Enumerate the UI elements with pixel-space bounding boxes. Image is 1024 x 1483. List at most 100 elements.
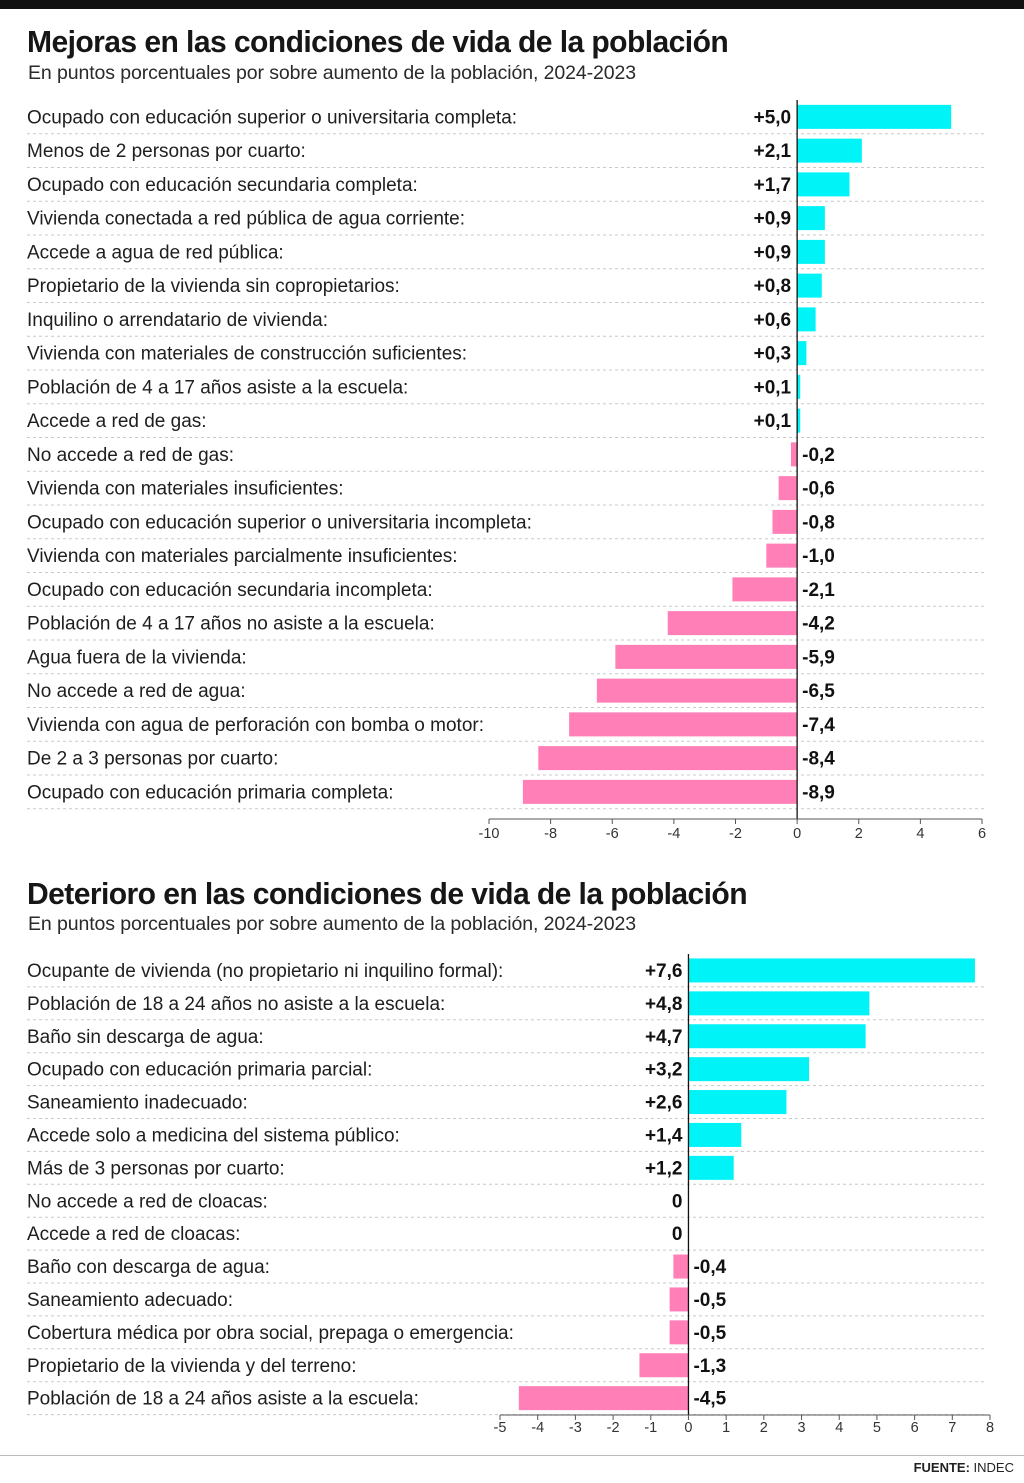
value-label: -6,5: [802, 681, 835, 702]
x-tick-label: 7: [948, 1420, 956, 1436]
x-tick-label: -5: [494, 1420, 507, 1436]
value-label: +5,0: [754, 107, 792, 128]
value-label: +3,2: [645, 1060, 683, 1081]
chart-1-title: Mejoras en las condiciones de vida de la…: [27, 24, 729, 59]
value-label: +4,8: [645, 994, 683, 1015]
category-label: Ocupante de vivienda (no propietario ni …: [27, 961, 503, 982]
category-label: Inquilino o arrendatario de vivienda:: [27, 310, 328, 331]
x-tick-label: -2: [607, 1420, 620, 1436]
bar: [790, 442, 798, 467]
x-tick-label: 2: [760, 1420, 768, 1436]
category-label: Ocupado con educación superior o univers…: [27, 107, 517, 128]
value-label: +1,7: [754, 175, 792, 196]
chart-2-subtitle: En puntos porcentuales por sobre aumento…: [28, 913, 636, 935]
bar: [797, 206, 825, 231]
value-label: +0,9: [754, 209, 792, 230]
x-tick-label: 0: [684, 1420, 692, 1436]
x-tick-label: 2: [855, 826, 863, 842]
value-label: -8,4: [802, 749, 835, 770]
x-tick-label: -10: [479, 826, 500, 842]
value-label: +0,8: [754, 276, 792, 297]
category-label: Agua fuera de la vivienda:: [27, 647, 247, 668]
value-label: +0,9: [754, 242, 792, 263]
category-label: No accede a red de cloacas:: [27, 1191, 268, 1212]
top-rule: [0, 0, 1024, 9]
value-label: -7,4: [802, 715, 835, 736]
category-label: Vivienda con agua de perforación con bom…: [27, 715, 484, 736]
value-label: -0,2: [802, 445, 835, 466]
bar: [522, 779, 798, 804]
category-label: De 2 a 3 personas por cuarto:: [27, 749, 278, 770]
bar: [688, 1090, 787, 1115]
x-tick-label: 6: [978, 826, 986, 842]
category-label: Ocupado con educación superior o univers…: [27, 512, 532, 533]
bar: [669, 1320, 689, 1345]
source-name: INDEC: [973, 1460, 1014, 1475]
category-label: Cobertura médica por obra social, prepag…: [27, 1323, 514, 1344]
chart-2-title: Deterioro en las condiciones de vida de …: [27, 876, 748, 911]
value-label: +2,6: [645, 1093, 683, 1114]
x-tick-label: 4: [835, 1420, 843, 1436]
x-tick-label: 8: [986, 1420, 994, 1436]
value-label: -0,5: [693, 1290, 726, 1311]
x-tick-label: -1: [644, 1420, 657, 1436]
bar: [766, 543, 798, 568]
x-tick-label: -6: [606, 826, 619, 842]
category-label: Propietario de la vivienda sin copropiet…: [27, 276, 400, 297]
category-label: Población de 4 a 17 años no asiste a la …: [27, 614, 435, 635]
bar: [538, 746, 798, 771]
x-tick-label: -4: [667, 826, 680, 842]
value-label: +0,1: [754, 377, 792, 398]
category-label: Población de 4 a 17 años asiste a la esc…: [27, 377, 408, 398]
bar: [688, 1122, 742, 1147]
bar: [797, 374, 801, 399]
value-label: 0: [672, 1224, 683, 1245]
category-label: Baño sin descarga de agua:: [27, 1027, 264, 1048]
bar: [732, 577, 798, 602]
value-label: +1,2: [645, 1158, 683, 1179]
category-label: Ocupado con educación primaria parcial:: [27, 1060, 372, 1081]
category-label: Vivienda con materiales de construcción …: [27, 344, 467, 365]
bar: [615, 644, 798, 669]
category-label: Accede a red de gas:: [27, 411, 207, 432]
category-label: Vivienda con materiales insuficientes:: [27, 479, 344, 500]
bar: [797, 341, 807, 366]
bar: [688, 991, 870, 1016]
value-label: -1,0: [802, 546, 835, 567]
value-label: +0,6: [754, 310, 792, 331]
category-label: Población de 18 a 24 años no asiste a la…: [27, 994, 445, 1015]
category-label: Ocupado con educación primaria completa:: [27, 782, 393, 803]
chart-1-improvements: Ocupado con educación superior o univers…: [27, 100, 986, 842]
category-label: Baño con descarga de agua:: [27, 1257, 270, 1278]
bar: [797, 239, 825, 264]
bar: [688, 1155, 734, 1180]
source-label: FUENTE:: [913, 1460, 970, 1475]
bar: [797, 408, 801, 433]
value-label: -0,6: [802, 479, 835, 500]
value-label: -8,9: [802, 782, 835, 803]
category-label: Vivienda conectada a red pública de agua…: [27, 209, 465, 230]
category-label: Más de 3 personas por cuarto:: [27, 1158, 285, 1179]
value-label: +2,1: [754, 141, 792, 162]
bar: [778, 476, 798, 501]
bar: [797, 172, 850, 197]
value-label: -0,8: [802, 512, 835, 533]
bar: [669, 1287, 689, 1312]
bar: [688, 1024, 866, 1049]
value-label: 0: [672, 1191, 683, 1212]
chart-1-subtitle: En puntos porcentuales por sobre aumento…: [28, 62, 636, 84]
value-label: -4,5: [693, 1389, 726, 1410]
chart-2-deterioration: Ocupante de vivienda (no propietario ni …: [27, 954, 994, 1436]
category-label: No accede a red de gas:: [27, 445, 234, 466]
x-tick-label: -3: [569, 1420, 582, 1436]
bar: [673, 1254, 689, 1279]
category-label: Saneamiento inadecuado:: [27, 1093, 248, 1114]
value-label: -0,4: [693, 1257, 726, 1278]
bar: [518, 1386, 689, 1411]
value-label: +0,3: [754, 344, 792, 365]
bar: [667, 611, 798, 636]
bar: [797, 273, 822, 298]
category-label: Población de 18 a 24 años asiste a la es…: [27, 1389, 419, 1410]
category-label: Accede a agua de red pública:: [27, 242, 284, 263]
category-label: Accede a red de cloacas:: [27, 1224, 240, 1245]
